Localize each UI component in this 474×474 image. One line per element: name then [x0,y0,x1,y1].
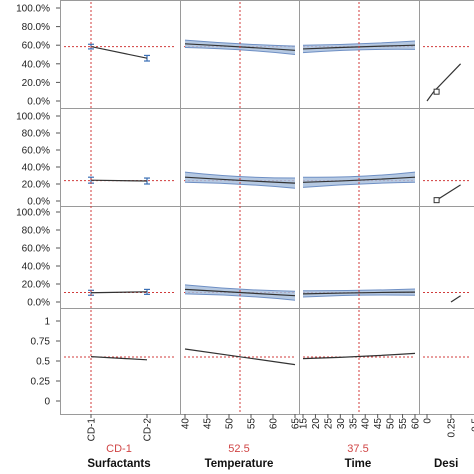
surfactants-profile-line [90,291,148,294]
y-tick-label: 40.0% [22,163,50,174]
y-tick-label: 80.0% [22,226,50,237]
desirability-marker [433,197,440,204]
y-tick-label: 20.0% [22,78,50,89]
x-tick-label: 20 [311,418,322,430]
confidence-band-upper-edge [184,171,296,179]
x-tick-label: 15 [299,418,310,430]
y-tick-label: 0.5 [36,357,50,368]
confidence-band-lower-edge [302,181,416,188]
x-tick-label: 60 [269,418,280,430]
y-tick-label: 0.0% [27,197,50,208]
x-tick-label: 40 [361,418,372,430]
x-tick-label: CD-2 [143,418,154,442]
confidence-band-upper-edge [184,284,296,292]
y-tick-label: 0.25 [31,377,51,388]
factor-name: Surfactants [87,458,150,470]
factor-current-value: 37.5 [347,443,368,455]
y-tick-label: 20.0% [22,180,50,191]
surfactants-profile-line [90,179,148,182]
y-tick-label: 1 [44,317,50,328]
desirability-function-line [450,295,461,303]
factor-name: Time [345,458,372,470]
y-tick-label: 0.0% [27,97,50,108]
x-tick-label: 30 [336,418,347,430]
temperature-profile-line [184,176,296,184]
y-tick-label: 60.0% [22,244,50,255]
confidence-band-lower-edge [302,48,416,54]
confidence-band-upper-edge [302,171,416,178]
temperature-profile-line [184,348,296,366]
x-tick-label: 0 [423,418,434,424]
x-tick-label: 55 [398,418,409,430]
x-tick-label: 50 [225,418,236,430]
y-tick-label: 100.0% [16,208,50,219]
y-tick-label: 40.0% [22,262,50,273]
x-tick-label: 50 [386,418,397,430]
y-tick-label: 0 [44,397,50,408]
y-tick-label: 0.75 [31,337,51,348]
factor-name: Temperature [205,458,274,470]
y-tick-label: 20.0% [22,280,50,291]
y-tick-label: 60.0% [22,41,50,52]
y-tick-label: 40.0% [22,59,50,70]
x-tick-label: 45 [203,418,214,430]
x-tick-label: CD-1 [87,418,98,442]
y-tick-label: 100.0% [16,112,50,123]
panel-frame [60,108,181,207]
panel-frame [60,308,181,415]
y-tick-label: 80.0% [22,22,50,33]
y-tick-label: 100.0% [16,4,50,15]
x-tick-label: 60 [411,418,422,430]
surfactants-profile-line [90,356,148,361]
y-tick-label: 60.0% [22,146,50,157]
x-tick-label: 35 [348,418,359,430]
temperature-profile-line [184,288,296,297]
factor-name: Desi [434,458,458,470]
x-tick-label: 40 [181,418,192,430]
panel-frame [60,0,181,109]
surfactants-profile-line [90,46,148,59]
desirability-function-line [436,184,461,201]
x-tick-label: 65 [291,418,302,430]
time-profile-line [302,291,416,295]
panel-frame [419,108,474,207]
confidence-band-lower-edge [184,47,296,55]
panel-frame [419,0,474,109]
panel-frame [419,308,474,415]
confidence-band-lower-edge [184,181,296,189]
time-profile-line [302,176,416,183]
x-tick-label: 55 [247,418,258,430]
factor-current-value: 52.5 [228,443,249,455]
factor-current-value: CD-1 [106,443,132,455]
panel-frame [60,206,181,309]
desirability-marker [433,88,440,95]
panel-frame [419,206,474,309]
x-tick-label: 0.5 [471,418,474,432]
desirability-function-line [426,63,462,102]
time-profile-line [302,352,416,360]
x-tick-label: 0.25 [447,418,458,438]
x-tick-label: 45 [373,418,384,430]
y-tick-label: 0.0% [27,298,50,309]
y-tick-label: 80.0% [22,129,50,140]
x-tick-label: 25 [323,418,334,430]
